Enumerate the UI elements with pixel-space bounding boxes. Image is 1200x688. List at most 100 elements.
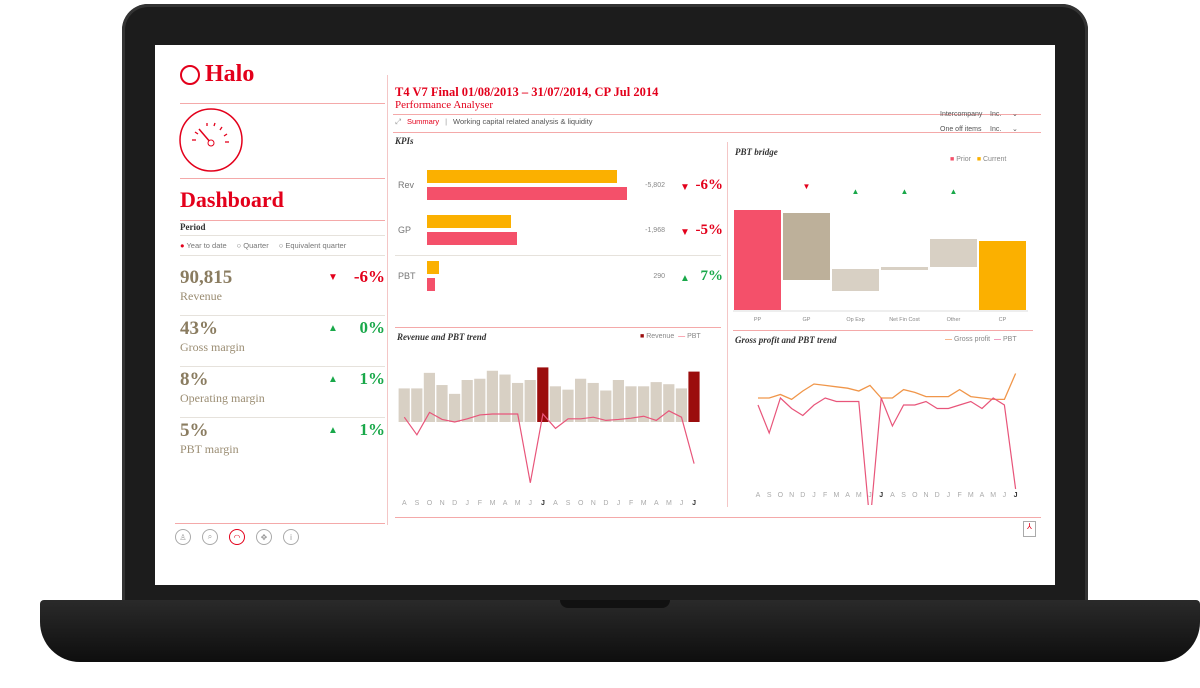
metric-value: 43% bbox=[180, 318, 218, 339]
month-label: A bbox=[503, 500, 508, 507]
gauge-icon bbox=[179, 108, 243, 172]
revenue-bar bbox=[398, 388, 410, 422]
pbt-bridge-chart: PP ▼ GP ▲ Op Exp ▲ Net Fin Cost ▲ Other CP bbox=[733, 182, 1028, 323]
radio-label: Year to date bbox=[186, 241, 227, 250]
month-label: J bbox=[617, 500, 621, 507]
footer-nav: ♙ ⌕ ◠ ✥ i bbox=[175, 529, 299, 545]
metric-change: 1% bbox=[359, 369, 386, 388]
month-label: S bbox=[901, 492, 906, 499]
bridge-label: GP bbox=[803, 317, 811, 323]
kpi-bar-prior bbox=[427, 232, 517, 245]
revenue-bar bbox=[486, 370, 498, 422]
period-options: ● Year to date ○ Quarter ○ Equivalent qu… bbox=[180, 241, 346, 250]
revenue-bar bbox=[587, 382, 599, 422]
legend-prior: Prior bbox=[956, 156, 971, 163]
month-label: F bbox=[478, 500, 482, 507]
expand-icon[interactable]: ⤢ bbox=[395, 117, 401, 126]
laptop-notch bbox=[560, 600, 670, 608]
metric-value: 90,815 bbox=[180, 267, 233, 288]
radio-label: Quarter bbox=[243, 241, 269, 250]
revenue-bar bbox=[600, 390, 612, 422]
pdf-export-icon[interactable]: ⅄ bbox=[1023, 521, 1036, 537]
month-label: M bbox=[515, 500, 521, 507]
search-icon[interactable]: ⌕ bbox=[202, 529, 218, 545]
filter-intercompany[interactable]: Intercompany Inc. ⌄ bbox=[940, 107, 1018, 122]
month-label: F bbox=[629, 500, 633, 507]
month-label: M bbox=[990, 492, 996, 499]
metric-label: PBT margin bbox=[180, 442, 239, 456]
filter-one-off-items[interactable]: One off items Inc. ⌄ bbox=[940, 122, 1018, 137]
month-label: J bbox=[1014, 492, 1018, 499]
kpi-change: 7% bbox=[700, 268, 724, 284]
month-label: N bbox=[789, 492, 794, 499]
chevron-down-icon: ⌄ bbox=[1012, 126, 1018, 133]
filters: Intercompany Inc. ⌄ One off items Inc. ⌄ bbox=[940, 107, 1018, 137]
revenue-bar bbox=[675, 388, 687, 422]
month-label: M bbox=[833, 492, 839, 499]
bridge-bar bbox=[734, 210, 781, 310]
revenue-bar bbox=[537, 367, 549, 422]
month-label: A bbox=[890, 492, 895, 499]
revenue-bar bbox=[549, 386, 561, 422]
triangle-up-icon: ▲ bbox=[328, 425, 338, 436]
month-label: D bbox=[800, 492, 805, 499]
month-label: A bbox=[402, 500, 407, 507]
app-name: Halo bbox=[205, 61, 255, 87]
bridge-label: Net Fin Cost bbox=[889, 317, 920, 323]
metric-change: -6% bbox=[353, 267, 385, 286]
radio-quarter[interactable]: ○ Quarter bbox=[236, 241, 269, 250]
metric-change: 0% bbox=[359, 318, 386, 337]
radio-equivalent-quarter[interactable]: ○ Equivalent quarter bbox=[278, 241, 347, 250]
month-label: N bbox=[591, 500, 596, 507]
bridge-bar bbox=[979, 241, 1026, 310]
bridge-title: PBT bridge bbox=[735, 147, 778, 157]
chevron-down-icon: ⌄ bbox=[1012, 111, 1018, 118]
kpi-change: -5% bbox=[695, 222, 724, 238]
revenue-bar bbox=[562, 389, 574, 422]
info-icon[interactable]: i bbox=[283, 529, 299, 545]
radio-year-to-date[interactable]: ● Year to date bbox=[180, 241, 227, 250]
metric-label: Gross margin bbox=[180, 340, 245, 354]
month-label: J bbox=[529, 500, 533, 507]
halo-logo-icon bbox=[180, 65, 200, 85]
metric-value: 8% bbox=[180, 369, 209, 390]
navigate-icon[interactable]: ✥ bbox=[256, 529, 272, 545]
dashboard-icon[interactable]: ◠ bbox=[229, 529, 245, 545]
metric-revenue: 90,815 Revenue ▼ -6% bbox=[180, 267, 385, 312]
month-label: O bbox=[912, 492, 918, 499]
tab-summary[interactable]: Summary bbox=[407, 117, 440, 126]
gp-trend-title: Gross profit and PBT trend bbox=[735, 335, 837, 345]
month-label: J bbox=[466, 500, 470, 507]
legend-pbt: PBT bbox=[687, 333, 701, 340]
user-icon[interactable]: ♙ bbox=[175, 529, 191, 545]
tab-working-capital[interactable]: Working capital related analysis & liqui… bbox=[453, 117, 593, 126]
revenue-bar bbox=[688, 371, 700, 422]
kpi-bar-prior bbox=[427, 278, 435, 291]
legend-gross-profit: Gross profit bbox=[953, 336, 991, 343]
revenue-bar bbox=[499, 374, 511, 422]
month-label: S bbox=[415, 500, 420, 507]
month-label: A bbox=[654, 500, 659, 507]
kpi-diff: -5,802 bbox=[645, 182, 665, 189]
month-label: J bbox=[868, 492, 872, 499]
month-label: F bbox=[957, 492, 961, 499]
metric-pbt-margin: 5% PBT margin ▲ 1% bbox=[180, 420, 385, 465]
metric-change: 1% bbox=[359, 420, 386, 439]
month-label: J bbox=[812, 492, 816, 499]
metric-label: Operating margin bbox=[180, 391, 265, 405]
bridge-label: Op Exp bbox=[846, 317, 864, 323]
month-label: M bbox=[856, 492, 862, 499]
kpi-change: -6% bbox=[695, 177, 724, 193]
triangle-up-icon: ▲ bbox=[328, 374, 338, 385]
month-label: A bbox=[980, 492, 985, 499]
rev-trend-title: Revenue and PBT trend bbox=[397, 332, 487, 342]
month-label: A bbox=[845, 492, 850, 499]
month-label: O bbox=[778, 492, 784, 499]
triangle-up-icon: ▲ bbox=[328, 323, 338, 334]
revenue-bar bbox=[461, 380, 473, 422]
kpi-bar-current bbox=[427, 170, 617, 183]
revenue-bar bbox=[625, 386, 637, 422]
revenue-bar bbox=[524, 380, 536, 422]
